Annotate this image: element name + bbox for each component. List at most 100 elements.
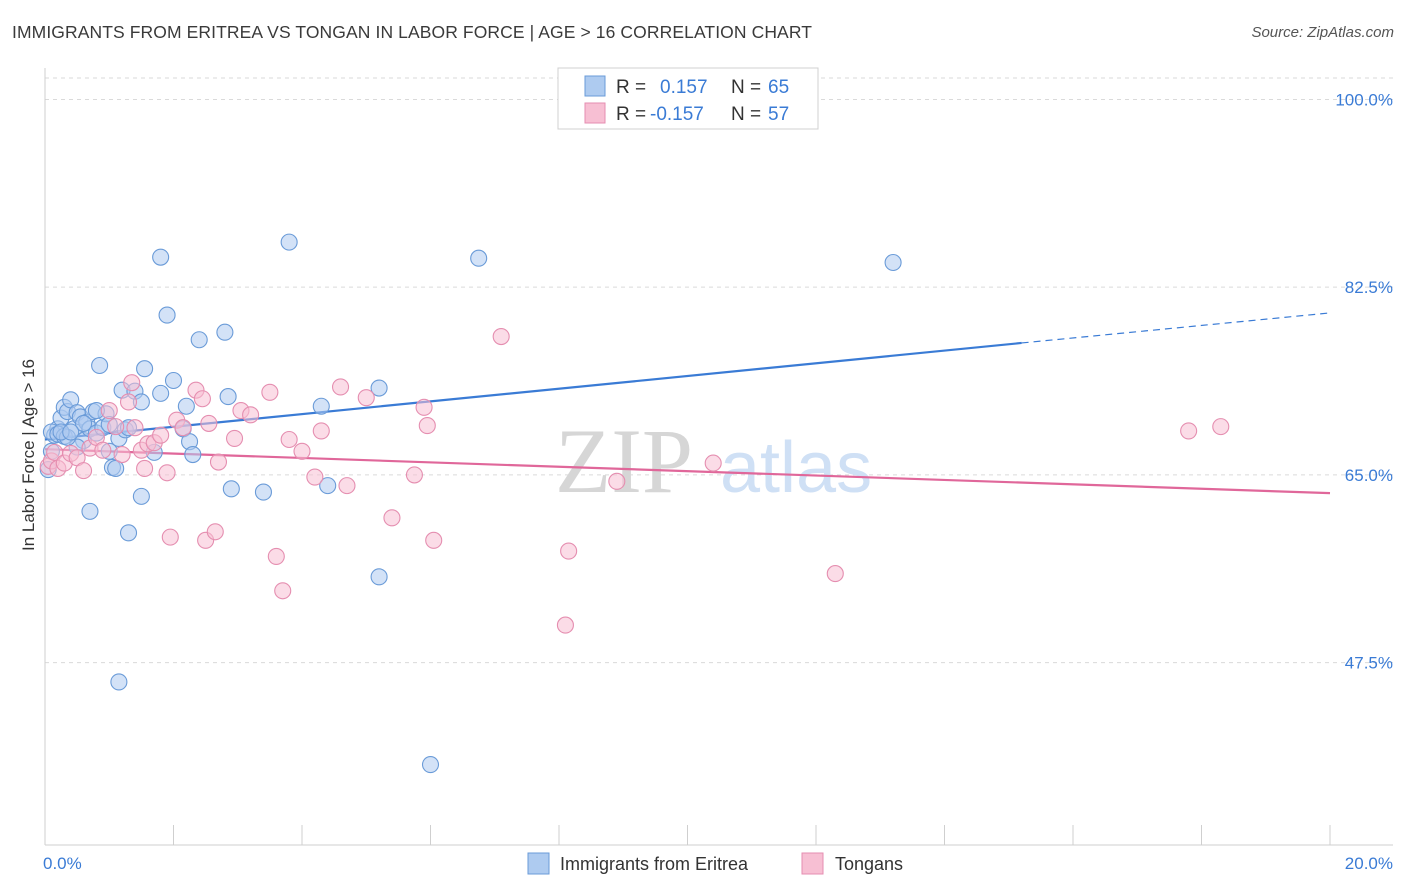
y-axis-title: In Labor Force | Age > 16 — [19, 359, 38, 551]
point-tongan — [261, 383, 279, 401]
point-tongan — [1180, 422, 1198, 440]
point-tongan — [161, 528, 179, 546]
point-tongan — [608, 472, 626, 490]
y-tick-label: 100.0% — [1335, 90, 1393, 109]
point-eritrea — [319, 477, 337, 495]
point-eritrea — [119, 524, 138, 542]
point-eritrea — [164, 371, 183, 390]
legend-r-value-2: -0.157 — [650, 104, 704, 125]
legend-swatch-pink — [584, 102, 606, 124]
point-tongan — [274, 582, 292, 600]
point-eritrea — [152, 384, 170, 402]
point-eritrea — [136, 360, 154, 378]
point-eritrea — [312, 397, 330, 415]
point-eritrea — [190, 331, 208, 349]
point-eritrea — [91, 356, 109, 375]
x-tick-label: 20.0% — [1345, 854, 1393, 873]
y-tick-label: 65.0% — [1345, 466, 1393, 485]
bottom-legend-swatch-pink — [801, 852, 824, 875]
point-tongan — [357, 389, 375, 407]
point-tongan — [225, 429, 244, 447]
point-tongan — [405, 466, 423, 484]
tick-labels: 47.5% 65.0% 82.5% 100.0% 0.0% 20.0% — [43, 90, 1393, 873]
trend-line-eritrea-extension — [1021, 312, 1331, 344]
bottom-legend-label-2: Tongans — [835, 854, 903, 874]
legend-bottom: Immigrants from Eritrea Tongans — [527, 852, 903, 875]
point-eritrea — [152, 248, 170, 266]
point-tongan — [267, 547, 285, 565]
legend-n-label-1: N = — [731, 77, 761, 98]
point-eritrea — [132, 487, 150, 505]
point-eritrea — [184, 445, 202, 464]
chart-title: IMMIGRANTS FROM ERITREA VS TONGAN IN LAB… — [12, 22, 813, 42]
point-eritrea — [107, 459, 125, 478]
legend-n-value-2: 57 — [768, 104, 789, 125]
point-tongan — [206, 523, 224, 541]
data-points — [39, 233, 1230, 774]
trend-line-tongan — [44, 448, 1331, 495]
point-tongan — [425, 531, 443, 549]
point-tongan — [119, 393, 138, 411]
point-tongan — [1212, 418, 1230, 436]
point-eritrea — [884, 253, 902, 272]
legend-n-label-2: N = — [731, 104, 761, 125]
point-tongan — [209, 453, 228, 471]
point-tongan — [293, 442, 311, 460]
point-eritrea — [222, 480, 240, 498]
grid-lines — [45, 77, 1393, 664]
point-eritrea — [370, 568, 388, 586]
point-tongan — [242, 406, 260, 424]
point-eritrea — [370, 379, 388, 397]
y-tick-label: 47.5% — [1345, 654, 1393, 673]
point-tongan — [338, 477, 356, 495]
point-tongan — [200, 414, 218, 432]
point-tongan — [704, 454, 722, 472]
legend-r-label-1: R = — [616, 77, 646, 98]
point-eritrea — [216, 323, 234, 341]
bottom-legend-label-1: Immigrants from Eritrea — [560, 854, 749, 874]
point-tongan — [100, 401, 118, 420]
point-tongan — [383, 509, 401, 527]
point-tongan — [94, 441, 112, 459]
legend-r-label-2: R = — [616, 104, 646, 125]
point-eritrea — [470, 249, 488, 267]
legend-n-value-1: 65 — [768, 77, 789, 98]
point-eritrea — [280, 233, 298, 251]
point-tongan — [492, 327, 510, 346]
point-tongan — [75, 462, 93, 480]
point-eritrea — [177, 397, 195, 415]
point-tongan — [306, 468, 324, 486]
legend-swatch-blue — [584, 75, 606, 97]
watermark-atlas: atlas — [720, 428, 872, 508]
x-tick-label: 0.0% — [43, 854, 82, 873]
point-tongan — [193, 390, 211, 408]
point-tongan — [136, 459, 154, 478]
y-tick-label: 82.5% — [1345, 278, 1393, 297]
point-eritrea — [219, 388, 237, 406]
point-tongan — [560, 542, 578, 560]
point-tongan — [123, 374, 141, 392]
point-tongan — [312, 422, 330, 440]
point-eritrea — [110, 673, 128, 691]
point-eritrea — [81, 502, 99, 520]
point-eritrea — [75, 414, 93, 432]
point-tongan — [174, 419, 192, 437]
point-tongan — [107, 418, 125, 436]
point-tongan — [331, 378, 350, 396]
point-tongan — [152, 426, 170, 444]
watermark-zip: ZIP — [555, 410, 693, 512]
point-tongan — [158, 464, 176, 482]
point-tongan — [415, 398, 433, 416]
point-eritrea — [158, 306, 176, 324]
bottom-legend-swatch-blue — [527, 852, 550, 875]
point-tongan — [556, 616, 574, 634]
point-eritrea — [254, 483, 273, 501]
point-tongan — [126, 419, 144, 437]
point-tongan — [418, 417, 436, 435]
point-tongan — [280, 430, 298, 449]
point-eritrea — [62, 423, 80, 441]
chart-source: Source: ZipAtlas.com — [1251, 24, 1394, 41]
point-eritrea — [421, 755, 440, 774]
legend-r-value-1: 0.157 — [660, 77, 708, 98]
